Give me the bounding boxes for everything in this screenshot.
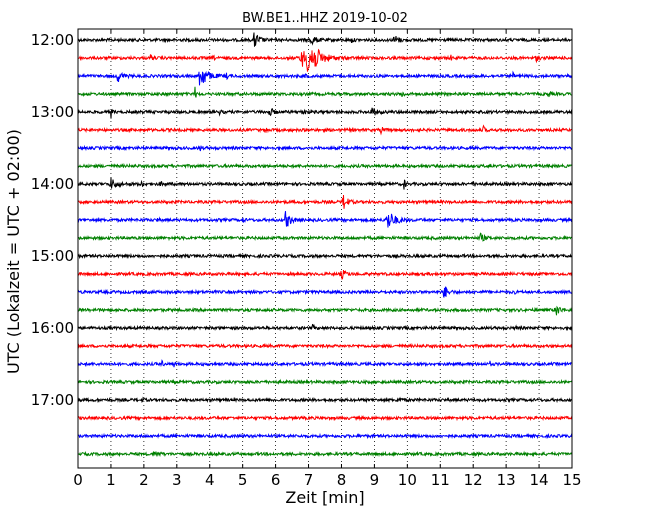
trace-1330 <box>77 144 573 152</box>
x-tick-label: 2 <box>139 471 149 489</box>
x-tick-label: 13 <box>497 471 516 489</box>
y-axis-ticks: 12:00 13:00 14:00 15:00 16:00 17:00 <box>31 31 572 409</box>
x-tick-label: 11 <box>431 471 450 489</box>
x-axis-label: Zeit [min] <box>285 488 365 507</box>
y-tick-label: 13:00 <box>31 103 74 121</box>
y-tick-label: 17:00 <box>31 391 74 409</box>
trace-1400 <box>77 177 573 190</box>
y-tick-label: 15:00 <box>31 247 74 265</box>
trace-1315 <box>77 124 573 136</box>
trace-1700 <box>77 396 573 404</box>
y-tick-label: 14:00 <box>31 175 74 193</box>
x-tick-label: 1 <box>106 471 116 489</box>
x-tick-label: 3 <box>172 471 182 489</box>
trace-1545 <box>77 305 573 316</box>
x-tick-label: 10 <box>398 471 417 489</box>
trace-1300 <box>77 107 573 119</box>
y-tick-label: 16:00 <box>31 319 74 337</box>
trace-1630 <box>77 359 573 368</box>
trace-1500 <box>77 252 573 260</box>
x-tick-label: 14 <box>530 471 549 489</box>
x-tick-label: 12 <box>464 471 483 489</box>
x-tick-label: 4 <box>205 471 215 489</box>
x-tick-label: 9 <box>370 471 380 489</box>
x-tick-label: 7 <box>304 471 314 489</box>
trace-1615 <box>77 342 573 350</box>
trace-1430 <box>77 211 573 228</box>
x-tick-label: 15 <box>562 471 581 489</box>
trace-1600 <box>77 323 573 332</box>
trace-1715 <box>77 414 573 422</box>
trace-1530 <box>77 286 573 298</box>
trace-1415 <box>77 194 573 209</box>
trace-1445 <box>77 232 573 242</box>
trace-1745 <box>77 450 573 458</box>
trace-1215 <box>77 48 573 72</box>
y-tick-label: 12:00 <box>31 31 74 49</box>
trace-1245 <box>77 86 573 98</box>
trace-1200 <box>77 32 573 47</box>
trace-1515 <box>77 270 573 280</box>
x-tick-label: 6 <box>271 471 281 489</box>
trace-1230 <box>77 70 573 86</box>
x-tick-label: 5 <box>238 471 248 489</box>
trace-1345 <box>77 162 573 170</box>
x-tick-label: 8 <box>337 471 347 489</box>
x-tick-label: 0 <box>73 471 83 489</box>
plot-frame <box>77 28 573 469</box>
trace-1645 <box>77 378 573 386</box>
chart-title: BW.BE1..HHZ 2019-10-02 <box>242 11 408 26</box>
traces-group <box>77 32 573 458</box>
x-axis-ticks: 0 1 2 3 4 5 6 7 8 9 10 11 12 13 14 15 <box>73 29 582 489</box>
trace-1730 <box>77 432 573 440</box>
